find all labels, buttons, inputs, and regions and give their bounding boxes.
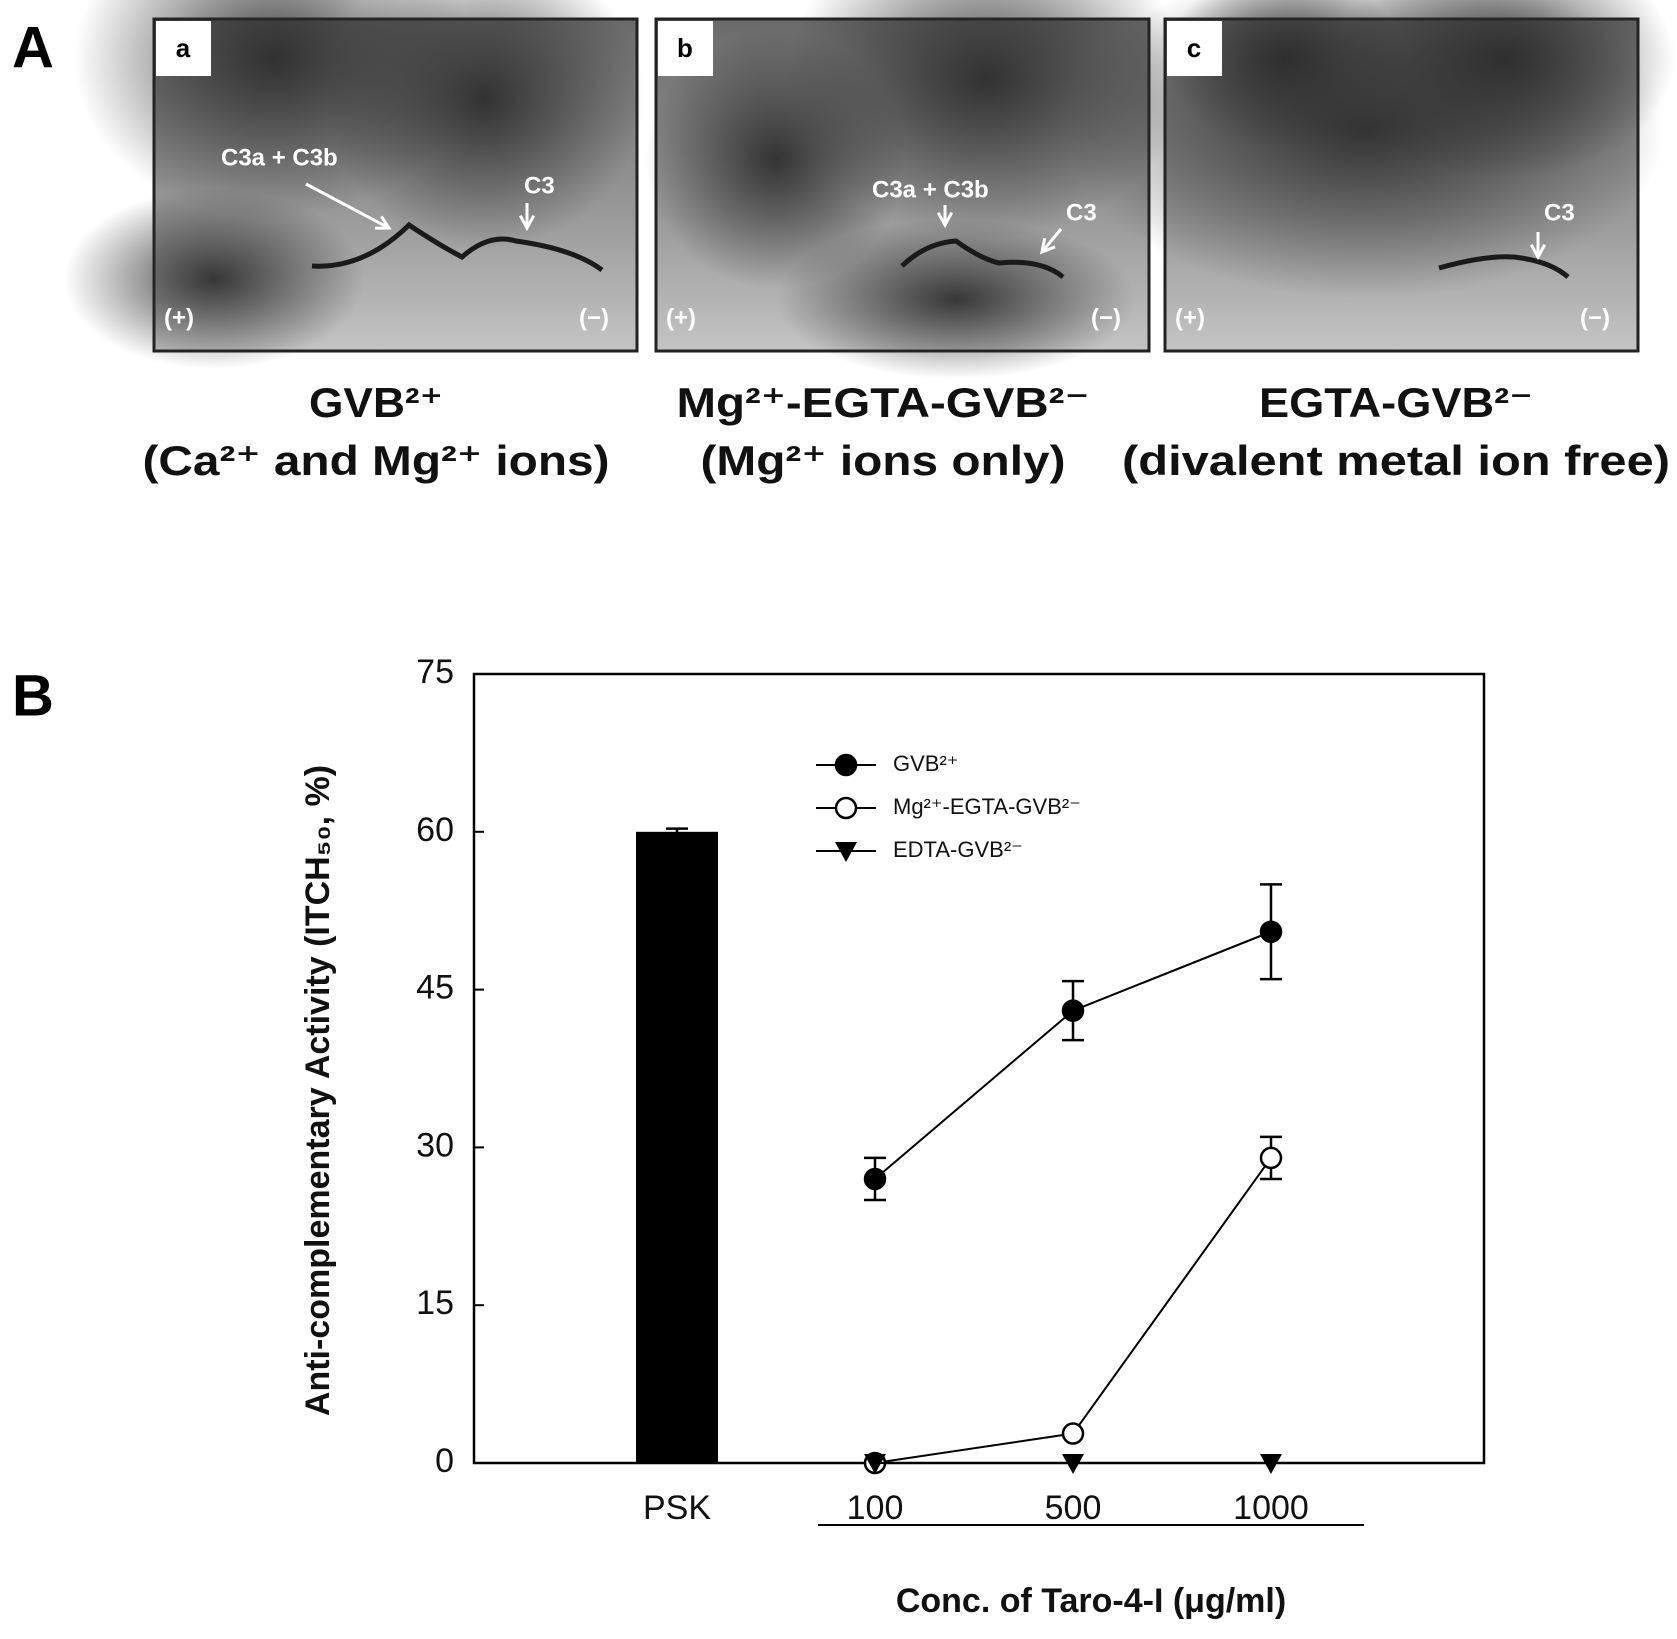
gel-caption: Mg²⁺-EGTA-GVB²⁻ <box>677 379 1090 426</box>
gel-caption: EGTA-GVB²⁻ <box>1259 379 1533 426</box>
cathode-label: (−) <box>1580 304 1610 331</box>
gel-caption: (divalent metal ion free) <box>1122 437 1670 484</box>
y-tick-label: 60 <box>416 811 454 849</box>
arrow-head <box>1040 237 1056 255</box>
marker <box>863 1167 887 1191</box>
marker <box>1061 999 1085 1022</box>
band-annotation: C3a + C3b <box>221 144 338 171</box>
arrow-head <box>518 214 536 232</box>
x-tick-label: 1000 <box>1233 1489 1309 1527</box>
gel-letter-box <box>156 21 211 76</box>
gel-letter: c <box>1187 33 1201 63</box>
y-tick-label: 0 <box>435 1442 454 1480</box>
gel-shadow <box>776 219 1136 379</box>
x-tick-label: PSK <box>643 1489 711 1527</box>
marker <box>834 796 858 820</box>
marker <box>1061 1422 1085 1445</box>
anode-label: (+) <box>164 304 194 331</box>
gel-letter: b <box>677 33 693 63</box>
gel-panel: c C3 (+) (−) <box>1065 0 1675 353</box>
y-tick-label: 15 <box>416 1284 454 1322</box>
marker <box>1259 920 1283 943</box>
anode-label: (+) <box>1175 304 1205 331</box>
gel-shadow <box>646 29 906 289</box>
series-line <box>874 930 1272 1180</box>
band-annotation: C3 <box>524 172 555 199</box>
legend-label: Mg²⁺-EGTA-GVB²⁻ <box>893 794 1081 819</box>
gel-shadow <box>324 0 644 249</box>
precipitin-band <box>900 238 1065 279</box>
precipitin-band <box>311 221 604 273</box>
anode-label: (+) <box>666 304 696 331</box>
marker <box>834 753 858 777</box>
marker <box>1062 1454 1084 1474</box>
bar <box>636 831 718 1463</box>
x-tick-label: 500 <box>1045 1489 1102 1527</box>
gel-panel: a C3a + C3b C3 (+) (−) <box>64 0 644 369</box>
marker <box>1259 1146 1283 1170</box>
precipitin-band <box>1438 254 1570 279</box>
band-annotation: C3a + C3b <box>872 176 989 203</box>
plot-frame <box>472 672 1486 1465</box>
y-tick-label: 30 <box>416 1126 454 1164</box>
x-axis-label: Conc. of Taro-4-I (μg/ml) <box>896 1582 1286 1620</box>
marker <box>835 842 857 862</box>
gel-letter-box <box>1167 21 1222 76</box>
annotation-arrow <box>305 182 390 230</box>
panel-label: A <box>12 15 54 80</box>
arrow-head <box>936 211 954 229</box>
panel-label: B <box>12 663 54 728</box>
gel-shadow <box>1335 0 1675 179</box>
chart: 0 15 30 45 60 75 PSK 100 500 1000 Conc. of Taro-4-… <box>299 653 1486 1620</box>
marker <box>1260 1454 1282 1474</box>
gel-panels: a C3a + C3b C3 (+) (−) GVB²⁺ (Ca²⁺ and Mg²⁺ io… <box>64 0 1675 484</box>
cathode-label: (−) <box>579 304 609 331</box>
gel-shadow <box>64 189 364 369</box>
band-annotation: C3 <box>1544 199 1575 226</box>
cathode-label: (−) <box>1091 304 1121 331</box>
legend-label: EDTA-GVB²⁻ <box>893 837 1023 862</box>
annotation-arrow <box>1040 228 1063 253</box>
y-axis-label: Anti-complementary Activity (ITCH₅₀, %) <box>299 765 337 1416</box>
series-line <box>874 1157 1272 1464</box>
band-annotation: C3 <box>1066 199 1097 226</box>
arrow-head <box>374 215 392 230</box>
legend-label: GVB²⁺ <box>893 751 958 776</box>
marker <box>864 1454 886 1474</box>
gel-letter: a <box>176 33 191 63</box>
gel-letter-box <box>658 21 713 76</box>
y-tick-label: 45 <box>416 969 454 1007</box>
y-tick-label: 75 <box>416 653 454 691</box>
gel-caption: GVB²⁺ <box>309 379 443 426</box>
gel-caption: (Ca²⁺ and Mg²⁺ ions) <box>143 437 610 484</box>
gel-caption: (Mg²⁺ ions only) <box>701 437 1066 484</box>
arrow-head <box>1529 243 1547 261</box>
gel-shadow <box>1165 0 1405 149</box>
x-tick-label: 100 <box>847 1489 904 1527</box>
